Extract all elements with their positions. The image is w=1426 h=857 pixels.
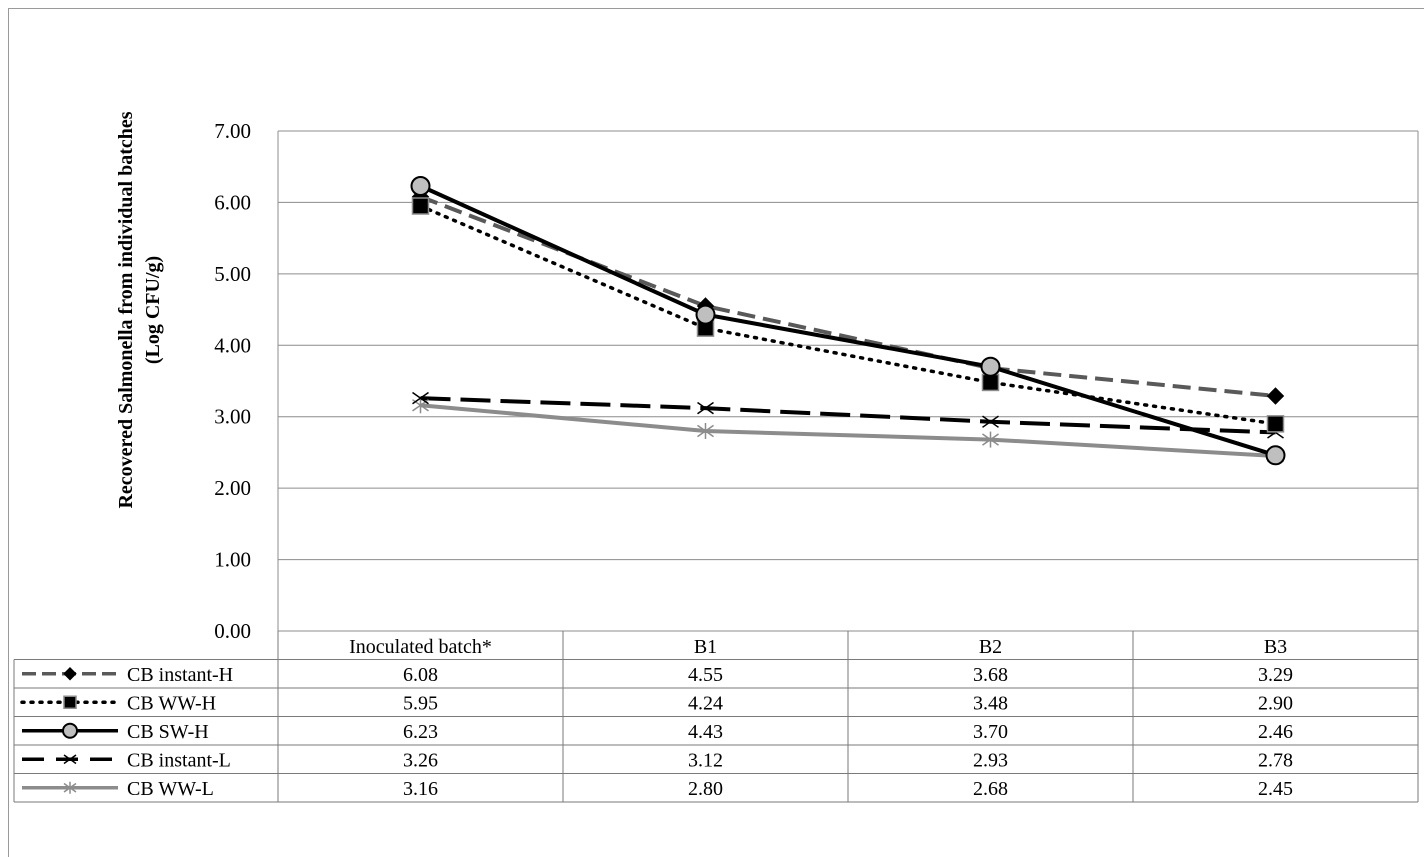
- y-tick-label: 5.00: [214, 262, 251, 286]
- data-cell-value: 6.08: [403, 664, 438, 686]
- y-tick-label: 0.00: [214, 619, 251, 643]
- data-cell-value: 5.95: [403, 692, 438, 714]
- x-marker: [63, 754, 77, 765]
- series-line: [419, 194, 1276, 398]
- circle-marker: [695, 304, 716, 325]
- data-cell-value: 2.68: [973, 778, 1008, 800]
- data-cell-value: 3.48: [973, 692, 1008, 714]
- data-cell-value: 2.45: [1258, 778, 1293, 800]
- category-label: B3: [1264, 636, 1287, 658]
- data-cell-value: 4.24: [688, 692, 723, 714]
- series-markers: [410, 176, 1286, 466]
- y-axis-label-line1: Recovered Salmonella from individual bat…: [115, 111, 137, 508]
- data-cell-value: 4.55: [688, 664, 723, 686]
- y-tick-labels: 0.00 1.00 2.00 3.00 4.00 5.00 6.00 7.00: [214, 119, 251, 643]
- star-marker: [697, 423, 714, 439]
- circle-marker: [1265, 445, 1286, 466]
- series-line: [420, 403, 1276, 458]
- series-line: [418, 204, 1278, 426]
- data-cell-value: 3.29: [1258, 664, 1293, 686]
- data-cell-value: 4.43: [688, 721, 723, 743]
- circle-marker: [62, 722, 78, 739]
- diamond-marker: [63, 667, 77, 681]
- data-cell-value: 2.90: [1258, 692, 1293, 714]
- star-marker: [982, 431, 999, 448]
- data-cell-value: 2.93: [973, 749, 1008, 771]
- square-marker: [411, 197, 430, 215]
- circle-marker: [410, 176, 431, 196]
- square-marker: [981, 373, 1000, 392]
- diamond-marker: [1266, 387, 1285, 405]
- x-marker: [982, 415, 999, 428]
- data-cell-value: 2.80: [688, 778, 723, 800]
- category-label: B1: [694, 636, 717, 658]
- legend-entry-label: CB instant-L: [127, 749, 231, 771]
- category-label: Inoculated batch*: [349, 636, 492, 658]
- data-cell-value: 2.78: [1258, 749, 1293, 771]
- legend-entry-label: CB instant-H: [127, 664, 233, 686]
- legend-entry-label: CB WW-L: [127, 778, 214, 800]
- series-line: [419, 184, 1277, 458]
- y-tick-label: 2.00: [214, 476, 251, 500]
- y-axis-label-line2: (Log CFU/g): [142, 256, 164, 364]
- star-marker: [63, 781, 77, 794]
- data-cell-value: 3.68: [973, 664, 1008, 686]
- data-cell-value: 2.46: [1258, 721, 1293, 743]
- square-marker: [1266, 415, 1285, 433]
- y-tick-label: 7.00: [214, 119, 251, 143]
- y-tick-label: 6.00: [214, 190, 251, 214]
- series-lines: [418, 184, 1278, 458]
- square-marker: [63, 695, 77, 709]
- data-cell-value: 3.70: [973, 721, 1008, 743]
- legend-entry-label: CB SW-H: [127, 721, 209, 743]
- circle-marker: [980, 356, 1001, 377]
- chart-frame: [8, 8, 1424, 857]
- data-cell-value: 3.12: [688, 749, 723, 771]
- category-label: B2: [979, 636, 1002, 658]
- data-cell-value: 3.26: [403, 749, 438, 771]
- y-tick-label: 4.00: [214, 333, 251, 357]
- x-marker: [412, 391, 429, 405]
- y-tick-label: 1.00: [214, 548, 251, 572]
- data-cell-value: 6.23: [403, 721, 438, 743]
- x-marker: [697, 401, 714, 415]
- legend-entry-label: CB WW-H: [127, 692, 216, 714]
- series-line: [420, 396, 1276, 435]
- y-tick-label: 3.00: [214, 405, 251, 429]
- data-cell-value: 3.16: [403, 778, 438, 800]
- data-table: Inoculated batch* B1 B2 B3 CB instant-H 6.08 4…: [13, 631, 1419, 803]
